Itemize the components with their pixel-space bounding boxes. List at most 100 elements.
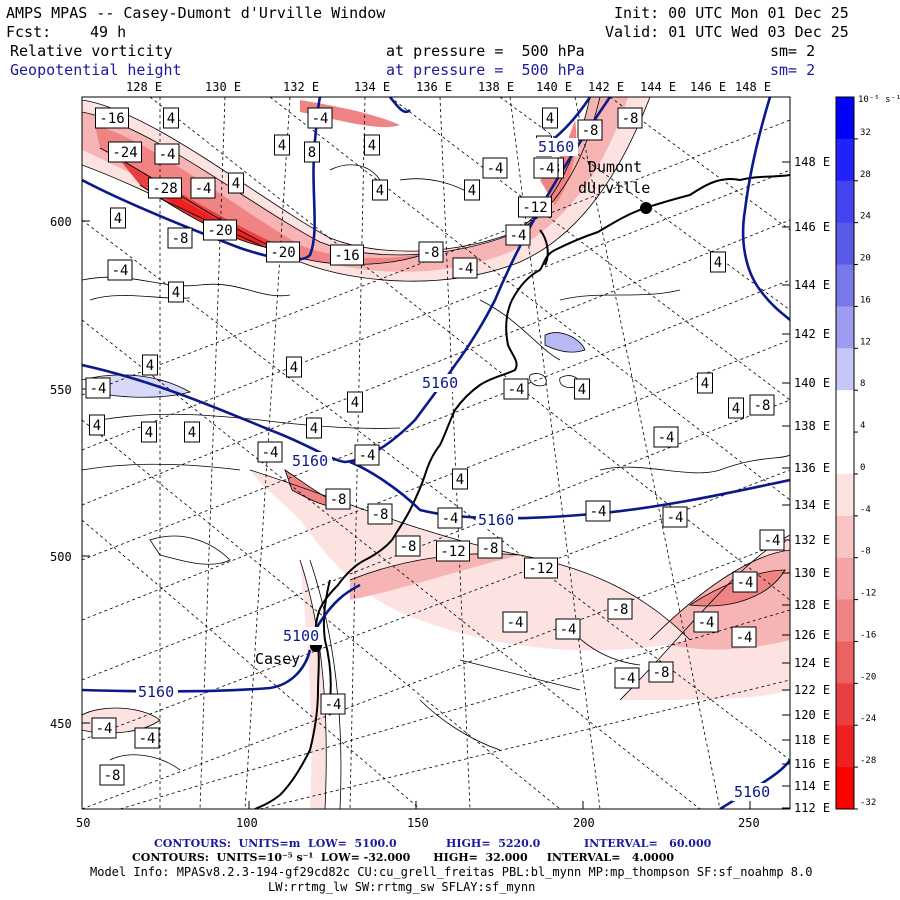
height-contour-label: 5100 xyxy=(283,627,319,645)
colorbar-label: 32 xyxy=(860,128,871,138)
vorticity-label-box xyxy=(607,598,633,620)
vorticity-label: -24 xyxy=(112,145,137,161)
x-tick-labels: 50 100 150 200 250 xyxy=(76,816,760,830)
top-longitude-label: 148 E xyxy=(735,80,771,94)
vorticity-label-box xyxy=(266,241,300,263)
vorticity-label: 4 xyxy=(146,358,154,374)
map-plot-area xyxy=(82,97,790,809)
vorticity-label: -8 xyxy=(582,123,599,139)
colorbar-swatch xyxy=(836,557,854,601)
vorticity-label-box xyxy=(452,257,478,279)
right-longitude-labels: 148 E 146 E 144 E 142 E 140 E 138 E 136 E 134 E… xyxy=(794,155,830,815)
vorticity-label-box xyxy=(354,444,380,466)
vorticity-label-box xyxy=(85,377,111,399)
colorbar-swatch xyxy=(836,683,854,726)
colorbar-swatch xyxy=(836,473,854,517)
height-label-bg xyxy=(536,138,578,156)
vorticity-label-box xyxy=(436,540,470,562)
vorticity-label: 4 xyxy=(232,176,240,192)
vorticity-label: -4 xyxy=(457,261,474,277)
vorticity-label: -16 xyxy=(334,248,359,264)
x-tick-label: 200 xyxy=(573,816,595,830)
vorticity-label-box xyxy=(286,356,302,378)
height-contour-label: 5160 xyxy=(292,452,328,470)
right-longitude-label: 142 E xyxy=(794,327,830,341)
vorticity-label: 4 xyxy=(310,421,318,437)
top-longitude-labels: 128 E 130 E 132 E 134 E 136 E 138 E 140 E 142 E… xyxy=(126,80,771,94)
right-longitude-label: 124 E xyxy=(794,656,830,670)
vorticity-label-box xyxy=(710,251,726,273)
colorbar-border xyxy=(835,96,855,810)
vorticity-label-box xyxy=(167,227,193,249)
vorticity-label-box xyxy=(372,179,388,201)
colorbar-label: 0 xyxy=(860,463,865,473)
vorticity-label-box xyxy=(347,391,363,413)
vorticity-label: -4 xyxy=(667,510,684,526)
colorbar-label: 12 xyxy=(860,337,871,347)
x-tick-label: 50 xyxy=(76,816,90,830)
right-longitude-label: 148 E xyxy=(794,155,830,169)
vorticity-label: -8 xyxy=(754,398,771,414)
footer-height-high: HIGH= 5220.0 xyxy=(446,837,541,850)
vorticity-label: -4 xyxy=(359,448,376,464)
top-longitude-label: 134 E xyxy=(354,80,390,94)
right-longitude-label: 128 E xyxy=(794,598,830,612)
colorbar-swatch xyxy=(836,138,854,182)
vorticity-label: -8 xyxy=(423,245,440,261)
vorticity-label: -8 xyxy=(400,539,417,555)
vorticity-label-box xyxy=(648,661,674,683)
vorticity-label: 4 xyxy=(172,285,180,301)
vorticity-label-box xyxy=(184,421,200,443)
colorbar-label: 20 xyxy=(860,254,871,264)
height-contours xyxy=(82,97,790,809)
vorticity-label: -4 xyxy=(737,575,754,591)
vorticity-label-box xyxy=(574,378,590,400)
vorticity-contour-labels: -164-44-8-8-24-448488-4-4-28-4444-12-20-… xyxy=(85,107,785,786)
vorticity-label-box xyxy=(148,177,182,199)
station-labels: Casey Dumont dUrville xyxy=(255,158,650,668)
vorticity-label-box xyxy=(364,134,380,156)
colorbar-swatch xyxy=(836,599,854,642)
vorticity-label-box xyxy=(749,394,775,416)
colorbar-swatch xyxy=(836,725,854,768)
vorticity-label-box xyxy=(482,157,508,179)
colorbar-label: 24 xyxy=(860,212,871,222)
top-longitude-label: 146 E xyxy=(690,80,726,94)
vorticity-label-box xyxy=(542,107,558,129)
vorticity-label-box xyxy=(307,107,333,129)
vorticity-label: -4 xyxy=(658,430,675,446)
vorticity-label: 4 xyxy=(290,360,298,376)
vorticity-label: -28 xyxy=(152,181,177,197)
colorbar-swatch xyxy=(836,222,854,266)
axis-ticks xyxy=(81,161,790,809)
top-longitude-label: 144 E xyxy=(640,80,676,94)
footer-vorticity-contours: CONTOURS: UNITS=10⁻⁵ s⁻¹ LOW= -32.000 HI… xyxy=(132,851,675,864)
vorticity-label-box xyxy=(518,196,552,218)
vorticity-label-box xyxy=(134,727,160,749)
vorticity-label: -4 xyxy=(508,382,525,398)
height-contour-label: 5160 xyxy=(734,783,770,801)
right-longitude-label: 120 E xyxy=(794,708,830,722)
colorbar-swatch xyxy=(836,97,854,140)
top-longitude-label: 136 E xyxy=(416,80,452,94)
colorbar-swatch xyxy=(836,306,854,349)
height-contour-label: 5160 xyxy=(422,374,458,392)
vorticity-label-box xyxy=(505,224,531,246)
height-contour-label: 5160 xyxy=(138,683,174,701)
top-longitude-label: 140 E xyxy=(536,80,572,94)
vorticity-label-box xyxy=(91,717,117,739)
right-longitude-label: 136 E xyxy=(794,461,830,475)
vorticity-label-box xyxy=(502,611,528,633)
right-longitude-label: 140 E xyxy=(794,376,830,390)
height-label-bg xyxy=(281,627,323,645)
x-tick-label: 250 xyxy=(738,816,760,830)
vorticity-label-box xyxy=(304,141,320,163)
vorticity-label: -20 xyxy=(270,245,295,261)
colorbar-label: -4 xyxy=(860,505,871,515)
right-longitude-label: 130 E xyxy=(794,566,830,580)
field2-level: at pressure = 500 hPa xyxy=(386,61,585,79)
right-longitude-label: 114 E xyxy=(794,779,830,793)
vorticity-label-box xyxy=(464,179,480,201)
vorticity-label-box xyxy=(437,507,463,529)
